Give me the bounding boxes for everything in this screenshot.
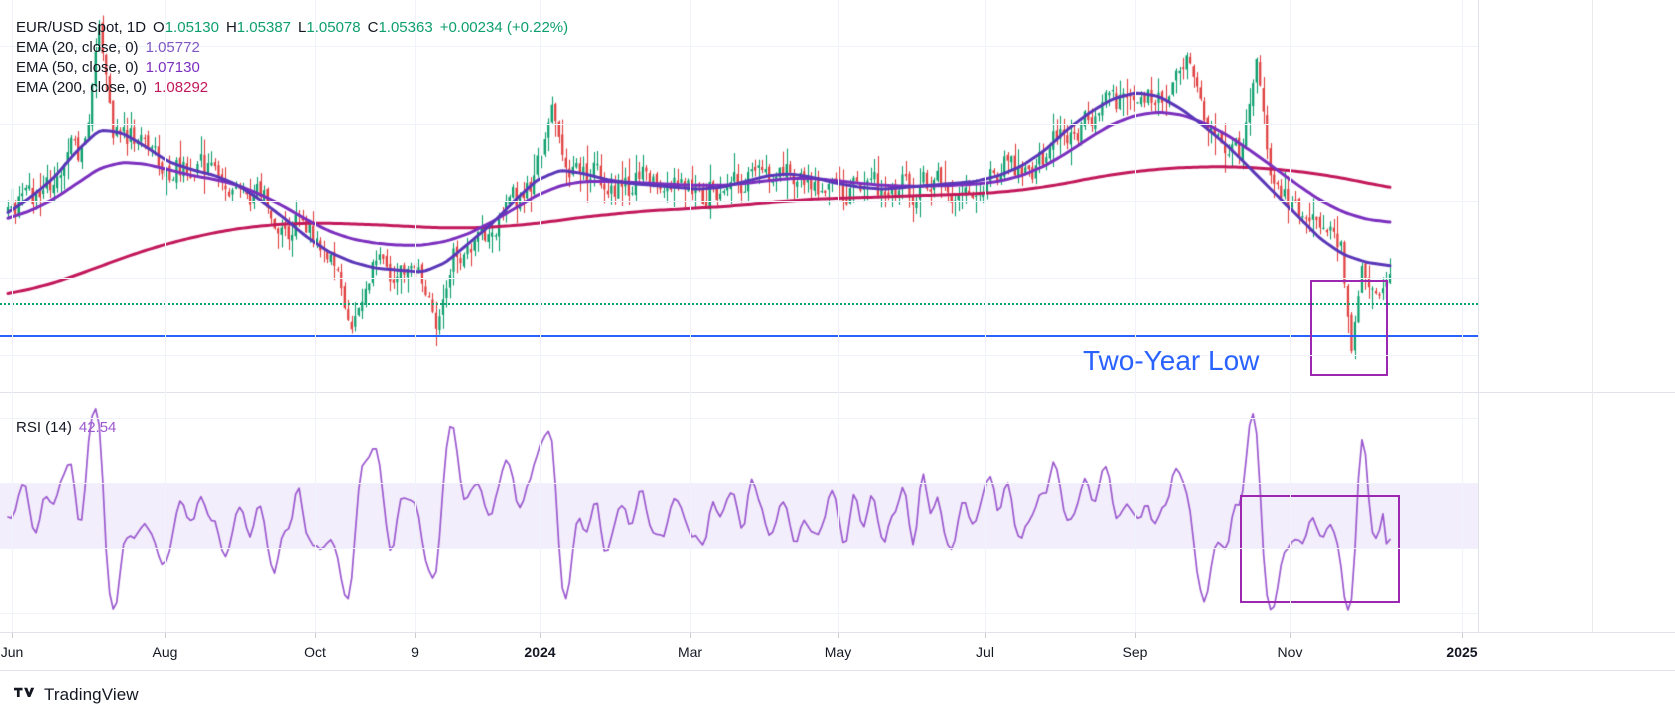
tradingview-brand-label: TradingView (44, 684, 139, 704)
time-tick-mark (838, 633, 839, 638)
ema20-label: EMA (20, close, 0) (16, 39, 139, 56)
vertical-gridline (1462, 392, 1463, 632)
vertical-gridline (985, 392, 986, 632)
high-value: 1.05387 (236, 19, 292, 36)
ema200-label: EMA (200, close, 0) (16, 79, 147, 96)
close-value: 1.05363 (378, 19, 433, 36)
price-legend: EUR/USD Spot, 1D O1.05130 H1.05387 L1.05078… (16, 18, 568, 98)
rsi-gridline (0, 613, 1478, 614)
low-value: 1.05078 (306, 19, 361, 36)
time-tick-label: Oct (304, 644, 326, 660)
legend-row-ema20[interactable]: EMA (20, close, 0) 1.05772 (16, 38, 568, 58)
vertical-gridline (415, 0, 416, 392)
footer-bar: TradingView (0, 670, 1675, 718)
legend-row-ema50[interactable]: EMA (50, close, 0) 1.07130 (16, 58, 568, 78)
rsi-gridline (0, 418, 1478, 419)
time-tick-mark (12, 633, 13, 638)
time-tick-mark (1462, 633, 1463, 638)
vertical-gridline (1462, 0, 1463, 392)
time-tick-mark (315, 633, 316, 638)
rsi-scale-inner-separator (1592, 392, 1593, 632)
vertical-gridline (315, 0, 316, 392)
vertical-gridline (12, 392, 13, 632)
legend-row-ohlc[interactable]: EUR/USD Spot, 1D O1.05130 H1.05387 L1.05078… (16, 18, 568, 38)
support-level-line[interactable] (0, 335, 1478, 337)
vertical-gridline (838, 0, 839, 392)
vertical-gridline (1290, 392, 1291, 632)
price-gridline (0, 46, 1478, 47)
rsi-pane[interactable]: 80.0060.0040.0020.0042.54 RSI (14) 42.54 (0, 392, 1675, 632)
time-tick-mark (690, 633, 691, 638)
time-scale[interactable]: Jun Aug Oct 9 2024 Mar May Jul Sep Nov 2025 (0, 632, 1675, 670)
vertical-gridline (165, 392, 166, 632)
price-gridline (0, 124, 1478, 125)
time-tick-mark (1135, 633, 1136, 638)
vertical-gridline (315, 392, 316, 632)
legend-row-ema200[interactable]: EMA (200, close, 0) 1.08292 (16, 78, 568, 98)
rsi-line-canvas (0, 392, 1478, 632)
time-tick-mark (1290, 633, 1291, 638)
time-tick-label: Aug (152, 644, 178, 660)
rsi-legend-label[interactable]: RSI (14) (16, 419, 72, 436)
rsi-scale-separator (1478, 392, 1479, 632)
rsi-gridline (0, 548, 1478, 549)
vertical-gridline (1135, 0, 1136, 392)
time-tick-mark (165, 633, 166, 638)
time-tick-label: 2025 (1446, 644, 1478, 660)
time-tick-label: 9 (411, 644, 419, 660)
time-tick-label: Mar (677, 644, 703, 660)
vertical-gridline (690, 0, 691, 392)
rsi-gridline (0, 483, 1478, 484)
rsi-legend-value: 42.54 (78, 419, 117, 436)
price-gridline (0, 278, 1478, 279)
vertical-gridline (985, 0, 986, 392)
time-tick-label: 2024 (524, 644, 556, 660)
high-label: H (225, 19, 237, 36)
tradingview-logo-icon (14, 687, 35, 697)
time-tick-label: May (824, 644, 852, 660)
change-value: +0.00234 (+0.22%) (439, 19, 569, 36)
vertical-gridline (540, 392, 541, 632)
ema50-value: 1.07130 (145, 59, 200, 76)
last-price-line (0, 303, 1478, 305)
vertical-gridline (165, 0, 166, 392)
time-tick-label: Sep (1122, 644, 1148, 660)
rsi-plot-area[interactable] (0, 392, 1478, 632)
two-year-low-annotation[interactable]: Two-Year Low (1083, 345, 1260, 376)
price-candlestick-canvas (0, 0, 1478, 392)
time-tick-mark (540, 633, 541, 638)
vertical-gridline (540, 0, 541, 392)
open-label: O (153, 19, 165, 36)
price-scale[interactable]: 1.120001.100001.080001.060001.040001.082… (1478, 0, 1675, 392)
rsi-legend: RSI (14) 42.54 (16, 419, 116, 436)
price-gridline (0, 355, 1478, 356)
vertical-gridline (12, 0, 13, 392)
symbol-label[interactable]: EUR/USD Spot, 1D (16, 19, 147, 36)
vertical-gridline (690, 392, 691, 632)
time-tick-mark (985, 633, 986, 638)
vertical-gridline (415, 392, 416, 632)
close-label: C (367, 19, 379, 36)
price-scale-separator (1478, 0, 1479, 392)
tradingview-brand[interactable]: TradingView (14, 685, 139, 705)
vertical-gridline (1135, 392, 1136, 632)
vertical-gridline (1290, 0, 1291, 392)
price-gridline (0, 201, 1478, 202)
time-tick-mark (415, 633, 416, 638)
ema50-label: EMA (50, close, 0) (16, 59, 139, 76)
low-label: L (298, 19, 307, 36)
ema200-value: 1.08292 (153, 79, 209, 96)
rsi-scale[interactable]: 80.0060.0040.0020.0042.54 (1478, 392, 1675, 632)
price-plot-area[interactable]: Two-Year Low (0, 0, 1478, 392)
time-tick-label: Jun (0, 644, 24, 660)
price-highlight-rect[interactable] (1310, 280, 1388, 376)
vertical-gridline (838, 392, 839, 632)
ema20-value: 1.05772 (145, 39, 200, 56)
time-tick-label: Nov (1277, 644, 1303, 660)
time-tick-label: Jul (976, 644, 994, 660)
price-scale-inner-separator (1592, 0, 1593, 392)
open-value: 1.05130 (164, 19, 219, 36)
price-pane[interactable]: Two-Year Low 1.120001.100001.080001.0600… (0, 0, 1675, 392)
